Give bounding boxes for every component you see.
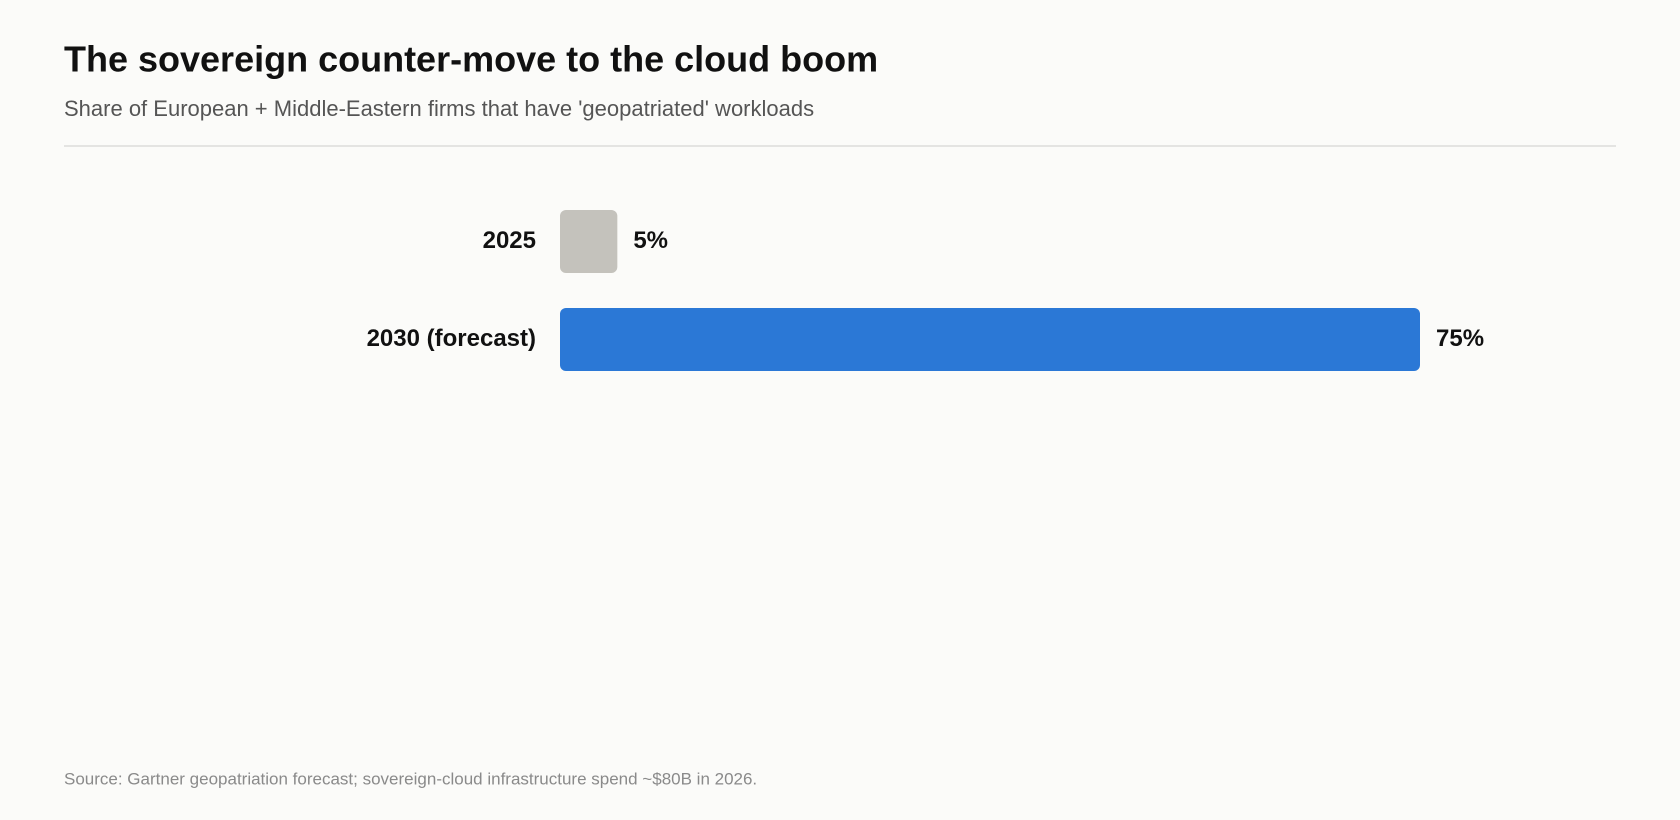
chart-title: The sovereign counter-move to the cloud …	[64, 39, 878, 80]
source-note: Source: Gartner geopatriation forecast; …	[64, 769, 757, 788]
bar	[560, 308, 1420, 371]
value-label: 75%	[1436, 325, 1484, 352]
chart-subtitle: Share of European + Middle-Eastern firms…	[64, 96, 814, 121]
category-label: 2030 (forecast)	[367, 325, 536, 352]
bar	[560, 210, 618, 273]
value-label: 5%	[633, 227, 668, 254]
category-label: 2025	[483, 227, 536, 254]
